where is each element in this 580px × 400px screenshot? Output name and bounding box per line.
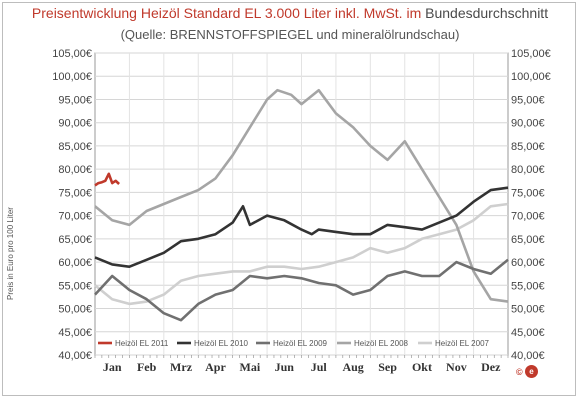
y-tick-label-left: 85,00€ (58, 141, 92, 153)
x-tick-label: Okt (412, 360, 432, 374)
y-tick-label-left: 70,00€ (58, 211, 92, 223)
chart-title-main: Preisentwicklung Heizöl Standard EL 3.00… (31, 5, 422, 21)
chart-subtitle: (Quelle: BRENNSTOFFSPIEGEL und mineralöl… (120, 27, 460, 42)
chart-title-suffix: Bundesdurchschnitt (425, 5, 549, 21)
brand-logo: © e (516, 364, 538, 380)
x-tick-label: Sep (378, 360, 397, 374)
y-tick-label-left: 45,00€ (58, 327, 92, 339)
legend-label: Heizöl EL 2011 (115, 339, 169, 348)
x-tick-label: Aug (342, 360, 363, 374)
y-tick-label-left: 40,00€ (58, 350, 92, 362)
y-tick-label-left: 100,00€ (52, 71, 92, 83)
y-tick-label-left: 75,00€ (58, 187, 92, 199)
series-line (94, 88, 509, 303)
series-line (94, 258, 509, 322)
y-tick-label-right: 85,00€ (511, 141, 545, 153)
x-tick-label: Feb (137, 360, 157, 374)
x-tick-label: Mrz (170, 360, 193, 374)
y-tick-label-right: 60,00€ (511, 257, 545, 269)
y-tick-label-right: 75,00€ (511, 187, 545, 199)
y-tick-label-right: 100,00€ (511, 71, 551, 83)
x-tick-label: Jun (275, 360, 295, 374)
y-tick-label-right: 45,00€ (511, 327, 545, 339)
y-tick-label-right: 70,00€ (511, 211, 545, 223)
x-tick-label: Nov (446, 360, 467, 374)
y-tick-label-left: 50,00€ (58, 304, 92, 316)
y-tick-label-right: 50,00€ (511, 304, 545, 316)
y-tick-label-left: 55,00€ (58, 280, 92, 292)
y-tick-label-right: 80,00€ (511, 164, 545, 176)
y-tick-label-right: 90,00€ (511, 118, 545, 130)
y-tick-label-right: 95,00€ (511, 94, 545, 106)
y-tick-label-left: 65,00€ (58, 234, 92, 246)
logo-disc-icon: e (525, 365, 538, 378)
y-tick-label-left: 90,00€ (58, 118, 92, 130)
copyright-symbol: © (516, 367, 523, 377)
y-tick-label-left: 80,00€ (58, 164, 92, 176)
series-line (94, 172, 120, 187)
x-tick-label: Jul (311, 360, 328, 374)
legend-label: Heizöl EL 2009 (273, 339, 328, 348)
legend-label: Heizöl EL 2007 (435, 339, 490, 348)
x-tick-label: Mai (240, 360, 261, 374)
chart-title: Preisentwicklung Heizöl Standard EL 3.00… (0, 5, 580, 21)
legend-label: Heizöl EL 2008 (354, 339, 409, 348)
legend-label: Heizöl EL 2010 (194, 339, 249, 348)
y-tick-label-left: 105,00€ (52, 48, 92, 60)
x-tick-label: Jan (103, 360, 122, 374)
series-line (94, 186, 509, 268)
x-tick-label: Apr (205, 360, 226, 374)
y-tick-label-right: 105,00€ (511, 48, 551, 60)
y-tick-label-left: 95,00€ (58, 94, 92, 106)
x-tick-label: Dez (481, 360, 501, 374)
y-tick-label-right: 55,00€ (511, 280, 545, 292)
y-tick-label-right: 40,00€ (511, 350, 545, 362)
y-tick-label-left: 60,00€ (58, 257, 92, 269)
series-line (94, 202, 509, 306)
y-tick-label-right: 65,00€ (511, 234, 545, 246)
